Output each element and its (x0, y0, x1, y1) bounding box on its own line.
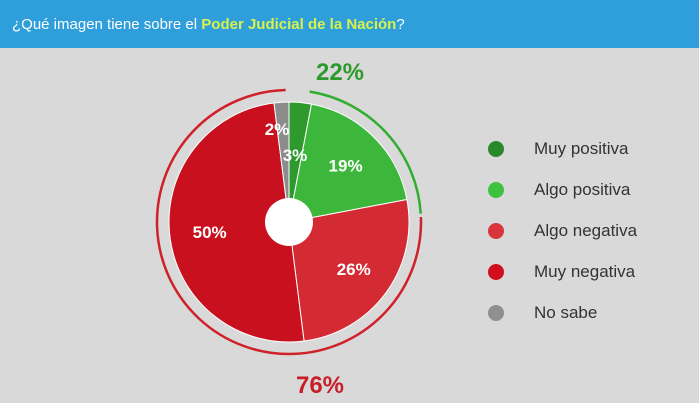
slice-algo-positiva (288, 103, 408, 223)
donut-hole (265, 198, 313, 246)
question-highlight: Poder Judicial de la Nación (201, 15, 397, 33)
slice-label-algo-negativa: 26% (337, 260, 371, 279)
legend-item-muy-positiva: Muy positiva (488, 128, 688, 169)
slice-algo-negativa (288, 198, 410, 342)
slice-no-sabe (273, 101, 290, 223)
slice-label-muy-negativa: 50% (193, 223, 227, 242)
question-prefix: ¿Qué imagen tiene sobre el (12, 15, 202, 33)
legend-label-muy-positiva: Muy positiva (534, 138, 629, 158)
question-suffix: ? (396, 15, 405, 33)
donut-chart: 3% 19% 26% 50% 2% 22% 76% (155, 59, 423, 399)
slice-label-algo-positiva: 19% (329, 156, 363, 175)
positive-total-arc (309, 90, 422, 214)
slice-label-no-sabe: 2% (265, 120, 290, 139)
legend-dot-muy-negativa (488, 263, 504, 280)
question-title: ¿Qué imagen tiene sobre el Poder Judicia… (12, 16, 405, 33)
legend-item-no-sabe: No sabe (488, 292, 688, 333)
positive-total-label: 22% (316, 59, 364, 86)
legend-item-algo-negativa: Algo negativa (488, 210, 688, 251)
legend-dot-no-sabe (488, 304, 504, 321)
negative-total-arc (155, 88, 423, 356)
legend: Muy positiva Algo positiva Algo negativa Mu… (488, 128, 688, 333)
legend-dot-muy-positiva (488, 140, 504, 157)
legend-dot-algo-negativa (488, 222, 504, 239)
slice-muy-negativa (168, 102, 305, 343)
negative-total-label: 76% (296, 372, 344, 399)
slice-label-muy-positiva: 3% (283, 146, 308, 165)
legend-label-no-sabe: No sabe (534, 302, 598, 322)
legend-label-muy-negativa: Muy negativa (534, 261, 636, 281)
legend-dot-algo-positiva (488, 181, 504, 198)
legend-item-muy-negativa: Muy negativa (488, 251, 688, 292)
legend-label-algo-negativa: Algo negativa (534, 220, 638, 240)
legend-label-algo-positiva: Algo positiva (534, 179, 631, 199)
legend-item-algo-positiva: Algo positiva (488, 169, 688, 210)
question-header: ¿Qué imagen tiene sobre el Poder Judicia… (0, 0, 699, 48)
